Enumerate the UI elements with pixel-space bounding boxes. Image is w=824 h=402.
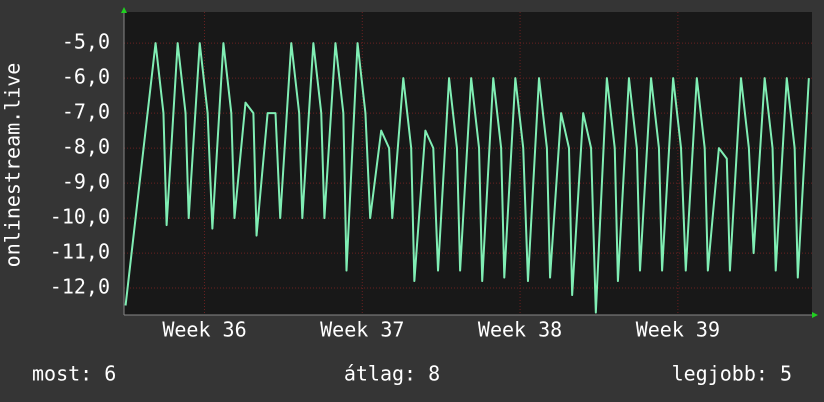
x-tick-label: Week 39 [636, 318, 720, 342]
marks [124, 42, 810, 314]
stat-current: most: 6 [32, 362, 116, 386]
y-tick-label: -11,0 [50, 240, 110, 264]
stat-best: legjobb: 5 [672, 362, 792, 386]
y-tick-label: -6,0 [62, 65, 110, 89]
y-tick-label: -9,0 [62, 170, 110, 194]
x-tick-label: Week 36 [162, 318, 246, 342]
y-tick-label: -7,0 [62, 100, 110, 124]
data-line [124, 42, 810, 314]
stat-average: átlag: 8 [344, 362, 440, 386]
y-tick-label: -12,0 [50, 275, 110, 299]
plot-area [124, 12, 812, 315]
y-axis-label: onlinestream.live [1, 63, 25, 268]
x-tick-label: Week 38 [478, 318, 562, 342]
x-axis-arrow [812, 312, 818, 318]
x-tick-label: Week 37 [320, 318, 404, 342]
y-axis-arrow [121, 7, 127, 13]
y-tick-label: -5,0 [62, 30, 110, 54]
y-tick-label: -10,0 [50, 205, 110, 229]
y-tick-label: -8,0 [62, 135, 110, 159]
